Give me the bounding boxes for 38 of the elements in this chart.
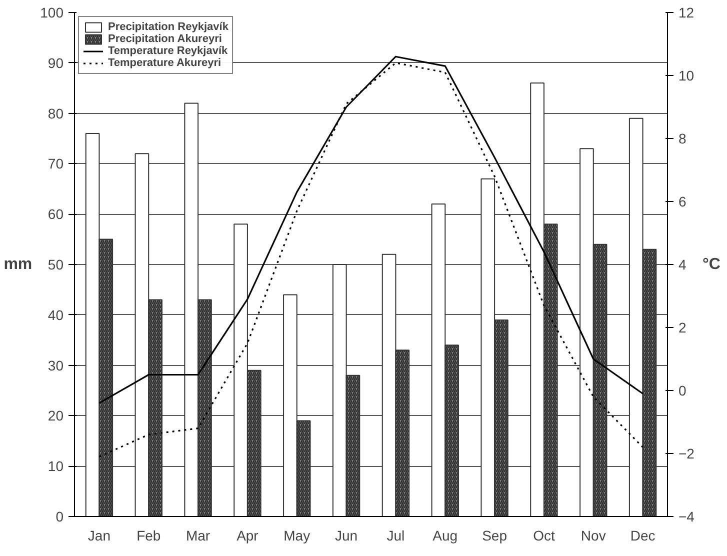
y-tick-label: 0	[56, 508, 64, 524]
x-tick-label: Apr	[236, 528, 259, 544]
y-tick-label: 90	[48, 54, 64, 71]
y-tick-label: 10	[48, 458, 64, 474]
legend-label: Temperature Akureyri	[108, 57, 222, 69]
y-tick-label: 70	[48, 156, 64, 172]
y-tick-label: 60	[48, 206, 64, 222]
y-tick-label: 20	[48, 408, 64, 424]
x-tick-label: Jun	[335, 528, 358, 544]
y2-tick-label: −4	[678, 508, 695, 524]
x-tick-label: Jan	[88, 528, 110, 544]
x-tick-label: Aug	[432, 528, 458, 544]
x-tick-label: Feb	[136, 528, 161, 544]
x-tick-label: Nov	[580, 528, 606, 544]
y-tick-label: 50	[48, 256, 64, 272]
x-tick-label: Jul	[386, 528, 405, 544]
y2-tick-label: 0	[678, 382, 686, 398]
legend-label: Temperature Reykjavík	[108, 45, 228, 57]
y-tick-label: 80	[48, 105, 64, 122]
x-tick-label: Mar	[186, 528, 210, 544]
y2-tick-label: 8	[678, 130, 686, 146]
y-tick-label: 30	[48, 357, 64, 374]
y2-tick-label: −2	[678, 446, 695, 462]
legend-label: Precipitation Reykjavík	[108, 21, 228, 33]
y2-tick-label: 4	[678, 256, 686, 272]
x-tick-label: Sep	[482, 528, 508, 544]
x-tick-label: May	[284, 528, 310, 544]
x-tick-label: Oct	[533, 528, 555, 544]
legend-label: Precipitation Akureyri	[108, 33, 222, 45]
y2-tick-label: 10	[678, 68, 694, 84]
y-tick-label: 40	[48, 306, 64, 323]
y2-axis-title: °C	[702, 256, 721, 273]
x-tick-label: Dec	[630, 528, 656, 544]
y2-tick-label: 12	[678, 4, 694, 20]
y-axis-title: mm	[4, 256, 32, 273]
y-tick-label: 100	[40, 4, 64, 20]
y2-tick-label: 2	[678, 320, 686, 336]
y2-tick-label: 6	[678, 194, 686, 210]
